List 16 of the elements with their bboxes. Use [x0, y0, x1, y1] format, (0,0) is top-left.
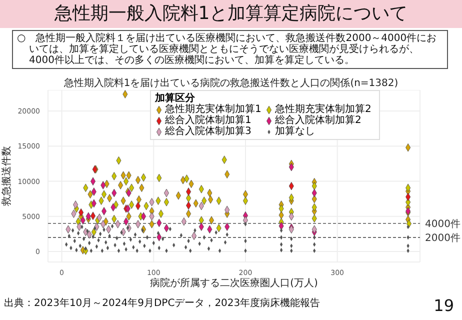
text: ○ 急性期一般入院料１を届け出ている医療機関において、救急搬送件数2000～4000件においては、加算を算定している医療機関とともにそうでない医療機関が見受けられるが、4000件以上では、その多くの医療機関において、加算を算定している。 [12, 30, 448, 69]
legend-label: 総合入院体制加算2 [275, 115, 362, 126]
ref-line-label: 4000件 [425, 218, 460, 230]
chart-subtitle: 急性期入院料1を届け出ている病院の救急搬送件数と人口の関係(n=1382) [62, 78, 400, 89]
y-axis-title: 救急搬送件数 [0, 146, 13, 207]
legend-label: 急性期充実体制加算2 [275, 104, 372, 115]
chart-title: 急性期一般入院料1と加算算定病院について [0, 0, 462, 28]
text: 19 [434, 296, 454, 316]
legend-label: 急性期充実体制加算1 [165, 104, 262, 115]
source-note: 出典：2023年10月～2024年9月DPCデータ，2023年度病床機能報告 [4, 298, 320, 310]
legend-label: 総合入院体制加算1 [165, 115, 252, 126]
legend-label: 加算なし [275, 126, 315, 137]
x-axis-title: 病院が所属する二次医療圏人口(万人) [150, 277, 318, 289]
legend-title: 加算区分 [155, 93, 196, 104]
legend-label: 総合入院体制加算3 [165, 126, 252, 137]
ref-line-label: 2000件 [425, 232, 460, 244]
